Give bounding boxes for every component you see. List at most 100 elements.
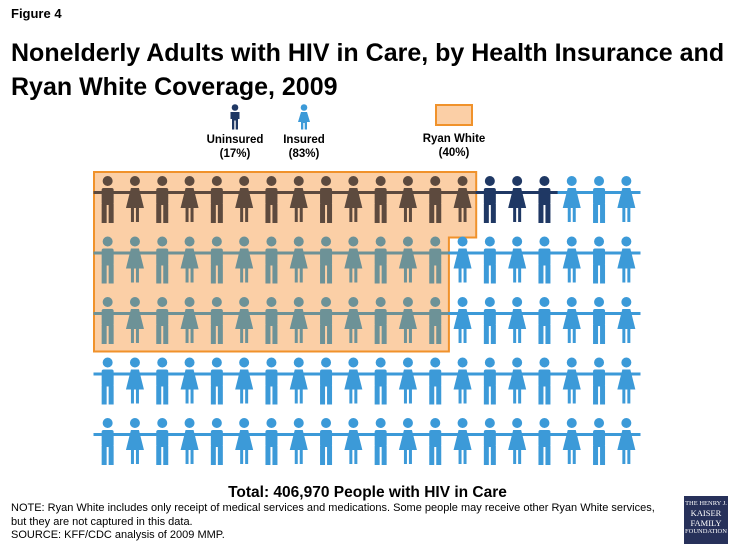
person-icon: [557, 176, 586, 222]
person-icon: [339, 297, 368, 343]
person-icon: [148, 236, 177, 284]
person-icon: [175, 418, 204, 464]
person-icon: [503, 297, 532, 343]
notes: NOTE: Ryan White includes only receipt o…: [11, 502, 681, 543]
person-icon: [421, 418, 450, 465]
person-icon: [475, 236, 504, 284]
person-icon: [366, 297, 395, 344]
person-icon: [93, 297, 122, 344]
note-line: but they are not captured in this data.: [11, 515, 193, 528]
legend-percent: (40%): [438, 147, 470, 159]
person-icon: [202, 418, 231, 465]
person-icon: [230, 297, 259, 343]
ryan-white-region: [93, 171, 478, 353]
person-icon: [120, 357, 150, 404]
person-icon: [584, 297, 614, 344]
logo-text: THE HENRY J.: [685, 500, 727, 507]
person-icon: [584, 357, 614, 405]
person-icon: [148, 297, 177, 344]
person-icon: [584, 236, 614, 284]
person-icon: [448, 418, 477, 464]
person-icon: [230, 357, 259, 404]
total-label: Total: 406,970 People with HIV in Care: [228, 484, 507, 501]
legend-label: Uninsured: [206, 134, 264, 146]
person-icon: [557, 418, 586, 464]
person-icon: [557, 236, 586, 283]
person-icon: [284, 357, 313, 404]
legend-percent: (83%): [288, 148, 320, 160]
person-icon: [284, 297, 313, 343]
person-icon: [339, 176, 368, 222]
person-icon: [612, 176, 641, 222]
person-icon: [230, 418, 259, 464]
person-icon: [393, 357, 423, 404]
person-icon: [202, 176, 231, 223]
person-icon: [230, 176, 259, 222]
person-icon: [298, 104, 310, 130]
note-line: NOTE: Ryan White includes only receipt o…: [11, 502, 655, 514]
person-icon: [421, 176, 450, 223]
person-icon: [120, 297, 150, 343]
person-icon: [175, 236, 204, 283]
person-icon: [284, 418, 313, 464]
logo-text: KAISER: [690, 508, 722, 518]
person-icon: [284, 176, 313, 222]
person-icon: [257, 357, 286, 405]
legend-label: Insured: [283, 134, 325, 146]
person-icon: [475, 418, 504, 465]
person-icon: [230, 104, 240, 130]
kff-logo: THE HENRY J. KAISER FAMILY FOUNDATION: [684, 496, 728, 544]
person-icon: [93, 357, 122, 405]
person-icon: [448, 357, 477, 404]
person-icon: [475, 297, 504, 344]
chart-title: Nonelderly Adults with HIV in Care, by H…: [11, 39, 725, 101]
person-icon: [339, 357, 368, 404]
person-icon: [120, 176, 150, 222]
source-line: SOURCE: KFF/CDC analysis of 2009 MMP.: [11, 529, 225, 541]
person-icon: [311, 176, 341, 223]
person-icon: [120, 236, 150, 283]
logo-text: FAMILY: [690, 518, 722, 528]
person-icon: [148, 176, 177, 223]
person-icon: [421, 357, 450, 405]
person-icon: [530, 176, 559, 223]
figure-label: Figure 4: [11, 6, 62, 21]
person-icon: [448, 176, 477, 222]
person-icon: [93, 176, 122, 223]
person-icon: [530, 418, 559, 465]
person-icon: [366, 418, 395, 465]
person-icon: [202, 357, 231, 405]
person-icon: [612, 236, 641, 283]
person-icon: [93, 418, 122, 465]
person-icon: [393, 418, 423, 464]
person-icon: [612, 418, 641, 464]
person-icon: [93, 236, 122, 284]
person-icon: [557, 297, 586, 343]
person-icon: [257, 236, 286, 284]
person-icon: [421, 236, 450, 284]
person-icon: [421, 297, 450, 344]
person-icon: [311, 357, 341, 405]
person-icon: [202, 236, 231, 284]
person-icon: [148, 418, 177, 465]
legend-percent: (17%): [219, 148, 251, 160]
person-icon: [230, 236, 259, 283]
person-icon: [503, 176, 532, 222]
person-icon: [448, 236, 477, 283]
person-icon: [503, 236, 532, 283]
person-icon: [503, 357, 532, 404]
person-icon: [475, 176, 504, 223]
person-icon: [530, 297, 559, 344]
person-icon: [366, 176, 395, 223]
person-icon: [339, 236, 368, 283]
person-icon: [257, 418, 286, 465]
person-icon: [120, 418, 150, 464]
person-icon: [612, 297, 641, 343]
person-icon: [393, 297, 423, 343]
person-icon: [393, 236, 423, 283]
person-icon: [584, 176, 614, 223]
person-icon: [557, 357, 586, 404]
person-icon: [257, 176, 286, 223]
person-icon: [175, 297, 204, 343]
